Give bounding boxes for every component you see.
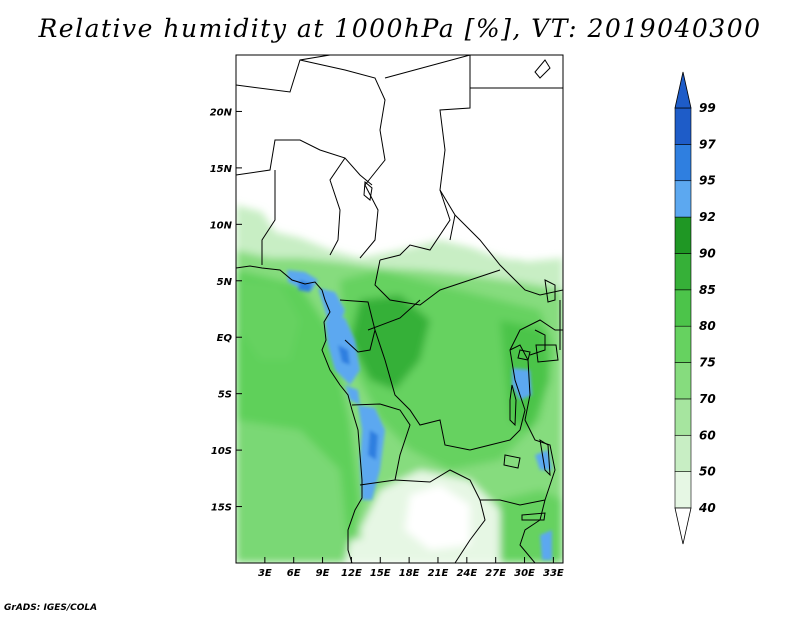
colorbar-label: 50 <box>699 465 716 479</box>
colorbar: 40 50 60 70 75 80 85 90 92 95 97 99 <box>674 71 716 545</box>
lon-tick-label: 9E <box>316 568 330 579</box>
colorbar-label: 40 <box>698 501 716 515</box>
colorbar-segment <box>674 398 692 436</box>
country-borders <box>236 55 563 563</box>
lat-tick-label: 20N <box>210 107 233 118</box>
lon-tick-label: 3E <box>258 568 272 579</box>
colorbar-segment <box>674 253 692 291</box>
lat-tick-label: 10N <box>210 220 233 231</box>
lon-tick-label: 12E <box>341 568 362 579</box>
colorbar-segment <box>674 107 692 145</box>
colorbar-label: 70 <box>699 392 716 406</box>
lon-tick-label: 27E <box>485 568 506 579</box>
lon-tick-label: 6E <box>287 568 301 579</box>
colorbar-upper-triangle <box>674 71 692 109</box>
lat-tick-label: 5S <box>218 390 232 401</box>
colorbar-label: 75 <box>699 356 716 370</box>
lon-tick-label: 33E <box>543 568 564 579</box>
colorbar-label: 60 <box>699 428 716 442</box>
colorbar-lower-triangle <box>674 507 692 545</box>
colorbar-segment <box>674 362 692 400</box>
grads-credit: GrADS: IGES/COLA <box>4 603 98 613</box>
colorbar-segment <box>674 471 692 509</box>
humidity-field <box>236 55 563 563</box>
map-frame <box>235 54 564 564</box>
longitude-axis: 3E 6E 9E 12E 15E 18E 21E 24E 27E 30E 33E <box>258 557 564 579</box>
lat-tick-label: 10S <box>211 446 232 457</box>
colorbar-label: 99 <box>699 101 716 115</box>
colorbar-segment <box>674 180 692 218</box>
colorbar-segment <box>674 144 692 182</box>
latitude-axis: 20N 15N 10N 5N EQ 5S 10S 15S <box>210 107 242 514</box>
colorbar-label: 95 <box>699 174 716 188</box>
lon-tick-label: 30E <box>514 568 535 579</box>
map-title: Relative humidity at 1000hPa [%], VT: 20… <box>38 14 762 43</box>
lon-tick-label: 21E <box>428 568 449 579</box>
colorbar-segment <box>674 289 692 327</box>
colorbar-segment <box>674 325 692 363</box>
lon-tick-label: 24E <box>456 568 477 579</box>
colorbar-label: 97 <box>699 137 716 151</box>
colorbar-label: 85 <box>699 283 716 297</box>
colorbar-segment <box>674 216 692 254</box>
lon-tick-label: 18E <box>399 568 420 579</box>
lat-tick-label: 15S <box>211 503 232 514</box>
lat-tick-label: 15N <box>210 164 233 175</box>
colorbar-label: 80 <box>699 319 716 333</box>
lat-tick-label: EQ <box>217 333 233 344</box>
colorbar-segment <box>674 434 692 472</box>
colorbar-label: 92 <box>699 210 716 224</box>
colorbar-label: 90 <box>699 246 716 260</box>
lat-tick-label: 5N <box>217 277 233 288</box>
lon-tick-label: 15E <box>370 568 391 579</box>
